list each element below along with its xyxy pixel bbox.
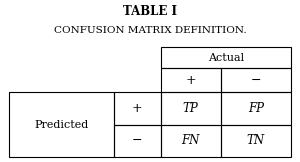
Bar: [220, 125, 291, 157]
Text: −: −: [250, 74, 261, 87]
Text: CONFUSION MATRIX DEFINITION.: CONFUSION MATRIX DEFINITION.: [54, 26, 246, 35]
Text: TP: TP: [183, 102, 198, 115]
Text: TABLE I: TABLE I: [123, 5, 177, 18]
Bar: [9, 92, 114, 157]
Bar: [114, 92, 160, 125]
Text: +: +: [185, 74, 196, 87]
Bar: [114, 125, 160, 157]
Text: FN: FN: [181, 134, 200, 147]
Bar: [160, 125, 220, 157]
Bar: [220, 68, 291, 92]
Text: Actual: Actual: [208, 52, 244, 63]
Bar: [160, 68, 220, 92]
Text: Predicted: Predicted: [34, 120, 88, 130]
Text: TN: TN: [247, 134, 265, 147]
Text: +: +: [132, 102, 142, 115]
Bar: [160, 47, 291, 68]
Bar: [160, 92, 220, 125]
Bar: [220, 92, 291, 125]
Text: −: −: [132, 134, 142, 147]
Text: FP: FP: [248, 102, 264, 115]
